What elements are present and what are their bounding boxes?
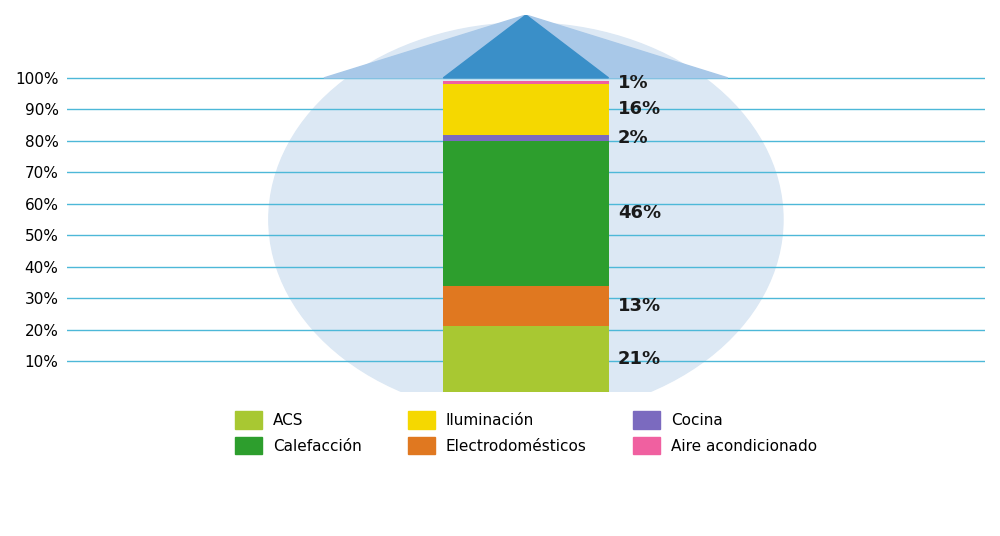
Text: 1%: 1%	[618, 73, 648, 92]
Text: 2%: 2%	[618, 129, 648, 147]
Bar	[443, 84, 609, 135]
Text: 13%: 13%	[618, 297, 661, 315]
Bar	[443, 326, 609, 392]
Text: 21%: 21%	[618, 351, 661, 368]
Text: 46%: 46%	[618, 204, 661, 222]
Text: 16%: 16%	[618, 100, 661, 118]
Ellipse shape	[269, 23, 783, 416]
Polygon shape	[443, 15, 609, 78]
Legend: ACS, Calefacción, Iluminación, Electrodomésticos, Cocina, Aire acondicionado: ACS, Calefacción, Iluminación, Electrodo…	[229, 405, 823, 460]
Bar	[443, 81, 609, 84]
Bar	[443, 141, 609, 286]
Bar	[443, 135, 609, 141]
Bar	[443, 286, 609, 326]
Polygon shape	[324, 15, 728, 78]
